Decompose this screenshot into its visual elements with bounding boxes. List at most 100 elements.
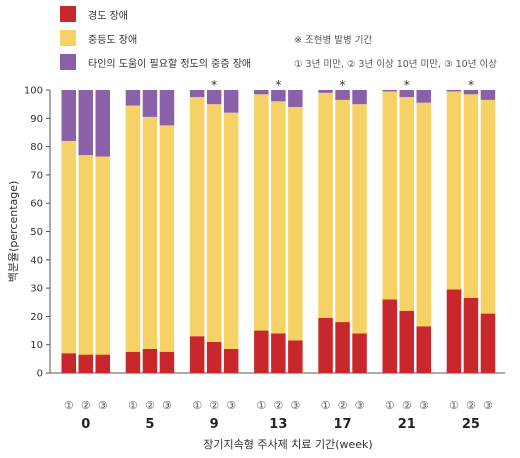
week-label: 0 [81, 417, 90, 432]
bar-segment-moderate [480, 99, 496, 314]
y-tick-label: 30 [30, 284, 43, 295]
bar-segment-moderate [416, 102, 431, 327]
bar-segment-mild [78, 354, 93, 373]
bar-segment-mild [446, 289, 462, 373]
legend-label-severe: 타인의 도움이 필요할 정도의 중증 장애 [88, 58, 252, 70]
bar-segment-severe [78, 90, 93, 156]
bar-segment-moderate [446, 91, 462, 290]
legend-item-severe: 타인의 도움이 필요할 정도의 중증 장애 [60, 54, 251, 70]
period-label: ② [273, 399, 283, 412]
week-label: 25 [462, 417, 480, 432]
bar-segment-severe [95, 90, 110, 157]
bar-segment-mild [254, 330, 269, 373]
period-label: ① [192, 399, 202, 412]
legend-swatch-moderate [60, 30, 76, 46]
bar-segment-severe [142, 90, 158, 117]
legend-swatch-mild [60, 6, 76, 22]
period-label: ③ [355, 399, 365, 412]
bar-segment-moderate [78, 155, 93, 355]
period-label: ③ [226, 399, 236, 412]
period-label: ② [402, 399, 412, 412]
bar-segment-severe [125, 90, 141, 106]
y-tick-label: 90 [30, 114, 43, 125]
bar-segment-moderate [271, 101, 286, 334]
bar-segment-severe [382, 90, 397, 92]
period-label: ② [466, 399, 476, 412]
bar-segment-severe [159, 90, 175, 126]
bar-segment-severe [223, 90, 239, 113]
bar-segment-mild [288, 340, 303, 373]
bar-segment-mild [318, 317, 333, 373]
period-label: ② [145, 399, 155, 412]
bar-segment-severe [271, 90, 286, 102]
bar-segment-mild [271, 333, 286, 373]
legend-swatch-severe [60, 54, 76, 70]
bar-segment-severe [61, 90, 76, 141]
legend-item-mild: 경도 장애 [60, 6, 128, 22]
bar-segment-mild [463, 298, 479, 373]
bar-segment-severe [318, 90, 333, 93]
period-label: ① [449, 399, 459, 412]
bar-segment-mild [125, 351, 141, 373]
onset-star-marker: * [404, 78, 410, 92]
bar-segment-moderate [399, 97, 414, 311]
bar-segment-moderate [61, 140, 76, 354]
bar-segment-moderate [318, 92, 333, 318]
bar-segment-moderate [189, 97, 205, 337]
y-tick-label: 50 [30, 227, 43, 238]
bar-segment-severe [335, 90, 350, 100]
bar-segment-severe [446, 90, 462, 92]
y-tick-label: 0 [37, 369, 43, 380]
legend-label-moderate: 중등도 장애 [88, 34, 138, 46]
bar-segment-moderate [159, 125, 175, 352]
bar-segment-mild [416, 326, 431, 373]
period-label: ① [256, 399, 266, 412]
bar-segment-mild [206, 341, 222, 373]
bar-segment-moderate [288, 106, 303, 341]
onset-star-marker: * [275, 78, 281, 92]
y-tick-label: 40 [30, 255, 43, 266]
period-note: ① 3년 미만, ② 3년 이상 10년 미만, ③ 10년 이상 [294, 59, 497, 70]
week-label: 5 [145, 417, 154, 432]
bar-segment-mild [223, 348, 239, 373]
bar-segment-severe [480, 90, 496, 100]
y-axis-title: 백분율(percentage) [7, 181, 20, 283]
bar-segment-severe [416, 90, 431, 103]
week-label: 9 [210, 417, 219, 432]
bar-segment-mild [95, 354, 110, 373]
y-tick-label: 10 [30, 340, 43, 351]
bar-segment-moderate [142, 116, 158, 349]
star-note: ※ 조현병 발병 기간 [294, 35, 373, 46]
x-axis-title: 장기지속형 주사제 치료 기간(week) [203, 438, 372, 451]
period-label: ① [64, 399, 74, 412]
bar-segment-severe [399, 90, 414, 98]
bar-segment-severe [206, 90, 222, 105]
onset-star-marker: * [468, 78, 474, 92]
bar-segment-mild [480, 313, 496, 373]
bar-segment-severe [189, 90, 205, 98]
bar-segment-severe [288, 90, 303, 107]
bar-segment-moderate [382, 91, 397, 300]
onset-star-marker: * [211, 78, 217, 92]
bar-segment-moderate [206, 104, 222, 342]
bar-segment-mild [189, 336, 205, 373]
y-tick-label: 80 [30, 142, 43, 153]
period-label: ③ [290, 399, 300, 412]
onset-star-marker: * [340, 78, 346, 92]
legend-label-mild: 경도 장애 [88, 10, 128, 22]
period-label: ① [128, 399, 138, 412]
period-label: ① [321, 399, 331, 412]
week-label: 13 [269, 417, 287, 432]
period-label: ③ [162, 399, 172, 412]
y-tick-label: 70 [30, 170, 43, 181]
bar-segment-moderate [125, 105, 141, 352]
period-label: ③ [98, 399, 108, 412]
week-label: 17 [334, 417, 352, 432]
bar-segment-mild [159, 351, 175, 373]
bar-segment-mild [61, 353, 76, 373]
y-tick-label: 100 [24, 86, 43, 97]
period-label: ② [338, 399, 348, 412]
y-tick-label: 60 [30, 199, 43, 210]
period-label: ② [209, 399, 219, 412]
